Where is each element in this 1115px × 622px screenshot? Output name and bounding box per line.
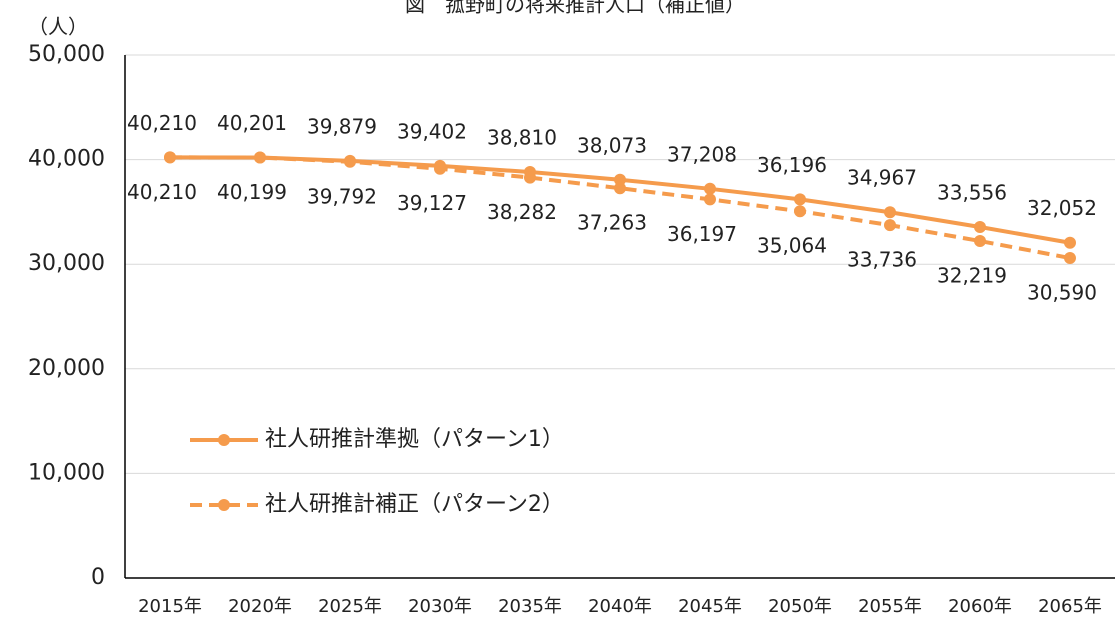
data-point — [704, 182, 716, 195]
data-point — [974, 221, 986, 234]
x-tick-label: 2015年 — [138, 596, 202, 617]
data-label: 33,556 — [937, 181, 1007, 205]
data-label: 39,792 — [307, 184, 377, 208]
x-tick-label: 2045年 — [678, 596, 742, 617]
data-label: 36,196 — [757, 153, 827, 177]
data-label: 38,073 — [577, 133, 647, 157]
data-label: 38,282 — [487, 200, 557, 224]
data-label: 40,210 — [127, 180, 197, 204]
data-point — [1064, 236, 1076, 249]
data-point — [794, 205, 806, 218]
x-tick-label: 2055年 — [858, 596, 922, 617]
data-label: 37,263 — [577, 211, 647, 235]
legend-label: 社人研推計準拠（パターン1） — [265, 427, 564, 452]
data-label: 35,064 — [757, 234, 827, 258]
data-point — [344, 155, 356, 168]
y-tick-label: 30,000 — [28, 251, 105, 276]
y-tick-label: 20,000 — [28, 356, 105, 381]
data-point — [524, 171, 536, 184]
data-point — [254, 151, 266, 164]
x-tick-label: 2020年 — [228, 596, 292, 617]
data-label: 30,590 — [1027, 281, 1097, 305]
data-point — [884, 219, 896, 232]
x-tick-label: 2060年 — [948, 596, 1012, 617]
data-label: 37,208 — [667, 142, 737, 166]
data-label: 38,810 — [487, 126, 557, 150]
data-label: 33,736 — [847, 248, 917, 272]
x-tick-label: 2035年 — [498, 596, 562, 617]
data-label: 32,219 — [937, 263, 1007, 287]
data-point — [614, 182, 626, 195]
data-point — [164, 151, 176, 164]
x-tick-label: 2040年 — [588, 596, 652, 617]
data-label: 34,967 — [847, 166, 917, 190]
chart-title: 図 菰野町の将来推計人口（補正値） — [405, 0, 745, 17]
data-label: 39,402 — [397, 119, 467, 143]
y-tick-label: 40,000 — [28, 147, 105, 172]
data-label: 40,199 — [217, 180, 287, 204]
data-point — [704, 193, 716, 206]
x-tick-label: 2030年 — [408, 596, 472, 617]
legend-label: 社人研推計補正（パターン2） — [265, 492, 564, 517]
data-point — [434, 162, 446, 175]
data-label: 32,052 — [1027, 196, 1097, 220]
x-tick-label: 2065年 — [1038, 596, 1102, 617]
legend-marker — [218, 434, 230, 446]
x-tick-label: 2025年 — [318, 596, 382, 617]
series-line — [169, 155, 1071, 260]
legend-marker — [218, 499, 230, 511]
data-label: 36,197 — [667, 222, 737, 246]
data-point — [794, 193, 806, 206]
data-point — [614, 173, 626, 186]
data-label: 39,879 — [307, 114, 377, 138]
data-label: 39,127 — [397, 191, 467, 215]
y-tick-label: 10,000 — [28, 460, 105, 485]
data-point — [884, 206, 896, 219]
data-point — [974, 234, 986, 247]
data-label: 40,210 — [127, 111, 197, 135]
x-tick-label: 2050年 — [768, 596, 832, 617]
data-point — [1064, 252, 1076, 265]
y-axis-label: （人） — [28, 15, 88, 39]
y-tick-label: 50,000 — [28, 42, 105, 67]
data-label: 40,201 — [217, 111, 287, 135]
y-tick-label: 0 — [91, 565, 105, 590]
